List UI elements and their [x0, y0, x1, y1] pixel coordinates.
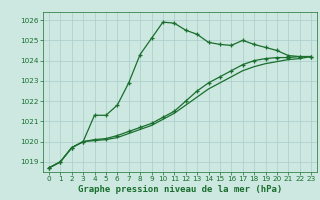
X-axis label: Graphe pression niveau de la mer (hPa): Graphe pression niveau de la mer (hPa): [78, 185, 282, 194]
